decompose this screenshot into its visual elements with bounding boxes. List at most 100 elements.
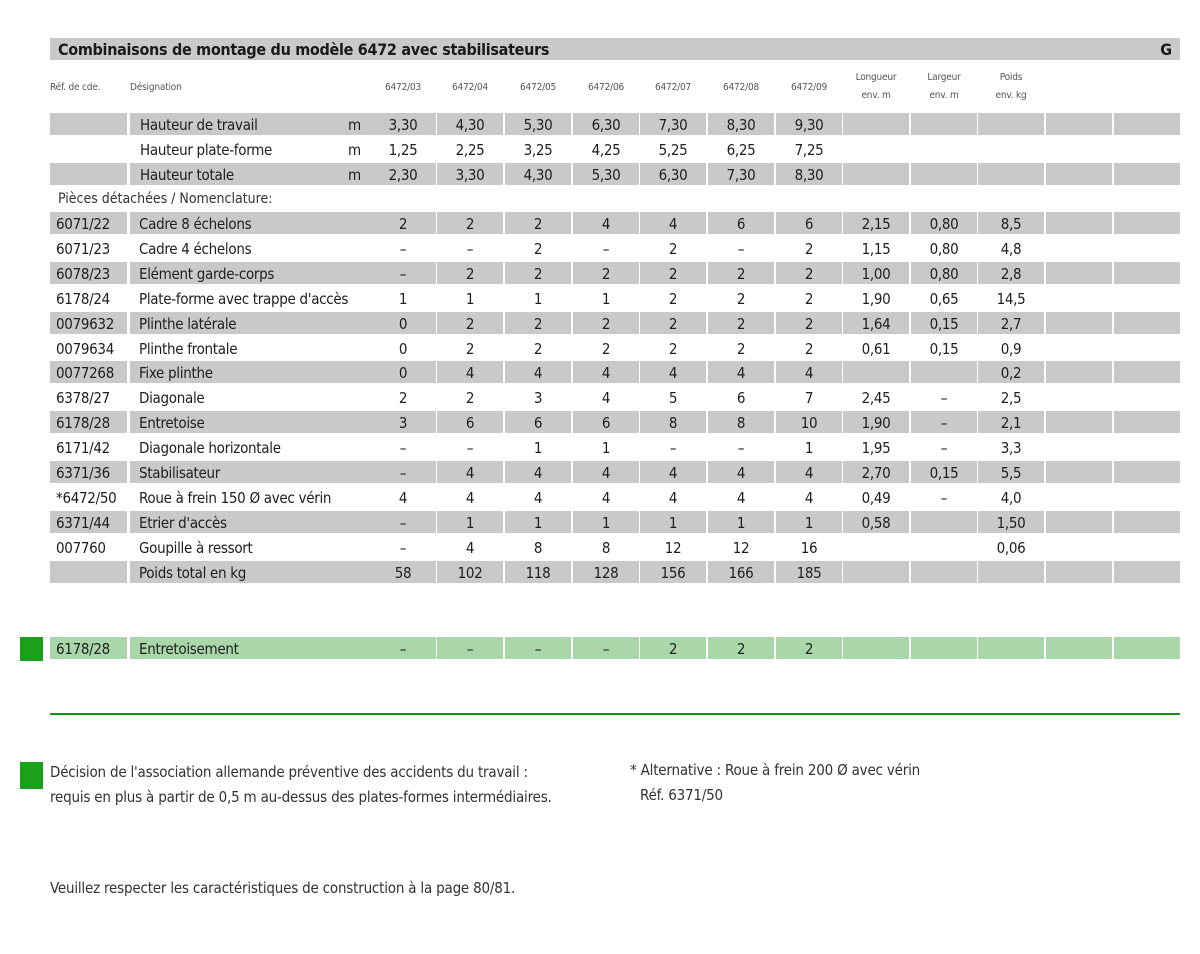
height-unit: m [348, 116, 361, 134]
part-longueur: 0,49 [861, 489, 891, 507]
height-value: 8,30 [726, 116, 756, 134]
total-label: Poids total en kg [139, 564, 247, 582]
part-poids: 0,06 [996, 539, 1026, 557]
part-qty: 2 [668, 290, 678, 308]
extra-value: – [399, 640, 407, 658]
table-row: 6178/28 Entretoise 3 6 6 6 8 8 10 1,90 – 2,1 [50, 411, 1180, 435]
height-value: 4,30 [523, 166, 553, 184]
height-row: Hauteur totale m 2,30 3,30 4,30 5,30 6,30 7,30 8… [50, 163, 1180, 187]
extra-value: – [534, 640, 542, 658]
header-model: 6472/05 [520, 82, 556, 93]
header-model: 6472/07 [655, 82, 691, 93]
part-qty: 7 [804, 389, 814, 407]
height-value: 9,30 [794, 116, 824, 134]
part-qty: 8 [736, 414, 746, 432]
part-longueur: 1,64 [861, 315, 891, 333]
part-name: Etrier d'accès [139, 514, 227, 532]
part-qty: 1 [804, 439, 814, 457]
part-qty: – [737, 439, 745, 457]
part-qty: 16 [800, 539, 818, 557]
table-row: 0079634 Plinthe frontale 0 2 2 2 2 2 2 0,61 0,15 0,… [50, 337, 1180, 361]
extra-value: – [602, 640, 610, 658]
part-qty: 4 [533, 364, 543, 382]
green-marker [20, 637, 43, 661]
part-qty: 2 [533, 265, 543, 283]
part-ref: 6371/36 [56, 464, 110, 482]
part-qty: 0 [398, 364, 408, 382]
part-longueur: 1,90 [861, 414, 891, 432]
part-qty: 4 [398, 489, 408, 507]
part-name: Elément garde-corps [139, 265, 275, 283]
table-row: 0077268 Fixe plinthe 0 4 4 4 4 4 4 0,2 [50, 361, 1180, 385]
header-model: 6472/03 [385, 82, 421, 93]
part-qty: 2 [398, 215, 408, 233]
part-qty: 2 [668, 340, 678, 358]
height-value: 8,30 [794, 166, 824, 184]
height-value: 7,30 [658, 116, 688, 134]
section-letter: G [1160, 40, 1172, 59]
part-poids: 0,9 [1000, 340, 1022, 358]
part-longueur: 2,70 [861, 464, 891, 482]
part-qty: 4 [736, 464, 746, 482]
part-largeur: 0,15 [929, 340, 959, 358]
part-qty: 12 [664, 539, 682, 557]
part-qty: 2 [668, 315, 678, 333]
part-qty: 4 [601, 489, 611, 507]
part-poids: 5,5 [1000, 464, 1022, 482]
part-qty: 2 [601, 265, 611, 283]
header-designation: Désignation [130, 82, 182, 93]
note-right: * Alternative : Roue à frein 200 Ø avec … [630, 761, 921, 804]
part-qty: 1 [601, 514, 611, 532]
height-value: 2,30 [388, 166, 418, 184]
part-qty: 2 [465, 315, 475, 333]
height-value: 6,30 [591, 116, 621, 134]
part-name: Cadre 8 échelons [139, 215, 252, 233]
part-qty: 1 [465, 514, 475, 532]
part-qty: 4 [465, 489, 475, 507]
part-poids: 2,5 [1000, 389, 1022, 407]
height-value: 5,25 [658, 141, 688, 159]
part-qty: 6 [533, 414, 543, 432]
part-largeur: 0,80 [929, 240, 959, 258]
height-label: Hauteur totale [140, 166, 234, 184]
part-qty: 2 [533, 240, 543, 258]
height-value: 2,25 [455, 141, 485, 159]
part-poids: 8,5 [1000, 215, 1022, 233]
part-qty: 4 [533, 464, 543, 482]
total-value: 128 [593, 564, 619, 582]
part-qty: – [399, 439, 407, 457]
table-row: 6071/22 Cadre 8 échelons 2 2 2 4 4 6 6 2,15 0,80 8,… [50, 212, 1180, 236]
table-row: 007760 Goupille à ressort – 4 8 8 12 12 16 0,06 [50, 536, 1180, 560]
part-qty: 2 [736, 340, 746, 358]
part-poids: 4,8 [1000, 240, 1022, 258]
part-qty: 2 [465, 215, 475, 233]
header-model: 6472/06 [588, 82, 624, 93]
part-qty: 4 [668, 464, 678, 482]
part-longueur: 1,15 [861, 240, 891, 258]
part-ref: 0077268 [56, 364, 114, 382]
part-qty: 8 [533, 539, 543, 557]
divider-line [50, 713, 1180, 715]
part-name: Roue à frein 150 Ø avec vérin [139, 489, 332, 507]
part-qty: 4 [601, 464, 611, 482]
table-row: 6178/24 Plate-forme avec trappe d'accès 1 1… [50, 287, 1180, 311]
part-name: Entretoise [139, 414, 205, 432]
part-qty: 2 [804, 290, 814, 308]
part-largeur: – [940, 439, 948, 457]
part-ref: 6178/28 [56, 414, 110, 432]
table-row: 6371/36 Stabilisateur – 4 4 4 4 4 4 2,70 0,15 5,5 [50, 461, 1180, 485]
part-qty: – [399, 514, 407, 532]
header-largeur: Largeur env. m [927, 72, 961, 101]
part-qty: 1 [533, 439, 543, 457]
part-qty: – [602, 240, 610, 258]
part-qty: 6 [736, 215, 746, 233]
header-poids: Poids env. kg [995, 72, 1027, 101]
part-qty: 4 [668, 215, 678, 233]
table-row: 6078/23 Elément garde-corps – 2 2 2 2 2 2 1,00 0,8… [50, 262, 1180, 286]
extra-value: 2 [668, 640, 678, 658]
part-largeur: 0,15 [929, 315, 959, 333]
part-qty: 1 [601, 290, 611, 308]
note-left: Décision de l'association allemande prév… [50, 763, 552, 806]
part-qty: 1 [465, 290, 475, 308]
height-unit: m [348, 166, 361, 184]
